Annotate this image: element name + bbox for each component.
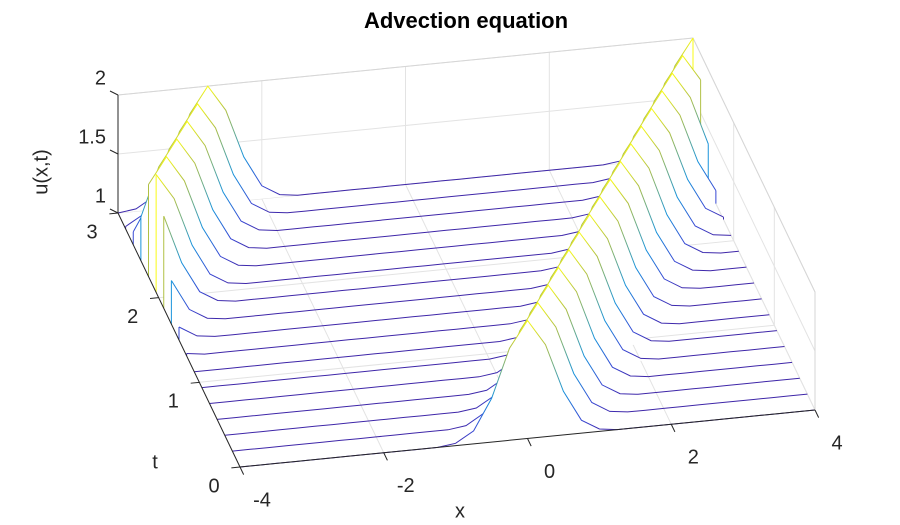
box-edge bbox=[117, 37, 816, 410]
row-fill bbox=[186, 196, 762, 356]
z-tick-label: 1.5 bbox=[78, 126, 106, 148]
y-tick-label: 0 bbox=[208, 475, 219, 497]
x-axis-label: x bbox=[455, 500, 465, 522]
waterfall-line bbox=[201, 231, 777, 389]
rows-layer bbox=[117, 37, 816, 468]
waterfall-line bbox=[186, 196, 762, 355]
z-tick bbox=[109, 149, 119, 155]
waterfall-line bbox=[194, 213, 770, 373]
waterfall-line bbox=[155, 125, 732, 285]
y-tick-label: 2 bbox=[127, 306, 138, 328]
x-tick bbox=[670, 424, 676, 433]
y-tick bbox=[109, 212, 119, 215]
z-tick-label: 2 bbox=[95, 67, 106, 89]
y-axis-label: t bbox=[152, 451, 158, 473]
y-tick bbox=[190, 381, 200, 384]
x-tick-label: -2 bbox=[397, 475, 415, 497]
z-tick-label: 1 bbox=[95, 185, 106, 207]
row-fill bbox=[240, 320, 815, 467]
x-tick bbox=[814, 409, 820, 418]
y-tick bbox=[231, 466, 241, 469]
z-tick bbox=[109, 90, 119, 96]
z-tick bbox=[109, 208, 119, 214]
x-tick bbox=[239, 466, 245, 475]
x-tick-label: 4 bbox=[831, 432, 842, 454]
waterfall-line bbox=[170, 160, 747, 320]
waterfall-line bbox=[178, 178, 755, 337]
grid-line bbox=[158, 122, 735, 299]
x-tick-label: -4 bbox=[253, 489, 271, 511]
waterfall-line bbox=[117, 37, 694, 214]
row-fill bbox=[209, 249, 785, 404]
x-tick-label: 2 bbox=[688, 447, 699, 469]
x-tick bbox=[383, 452, 388, 461]
z-axis-label: u(x,t) bbox=[30, 149, 52, 195]
x-tick-label: 0 bbox=[544, 461, 555, 483]
waterfall-line bbox=[125, 54, 702, 227]
chart-title: Advection equation bbox=[364, 8, 568, 33]
grid-line bbox=[199, 207, 775, 383]
x-tick bbox=[527, 438, 532, 447]
waterfall-line bbox=[232, 301, 808, 452]
y-tick bbox=[149, 297, 159, 300]
waterfall-line bbox=[163, 143, 739, 302]
y-axis-line bbox=[117, 212, 241, 468]
y-tick-label: 1 bbox=[168, 391, 179, 413]
axes-layer: -4 -2 0 2 4 0 1 2 3 1 1.5 2 bbox=[78, 67, 842, 511]
row-fill bbox=[148, 108, 724, 277]
waterfall-line bbox=[209, 249, 785, 404]
y-tick-label: 3 bbox=[86, 221, 97, 243]
